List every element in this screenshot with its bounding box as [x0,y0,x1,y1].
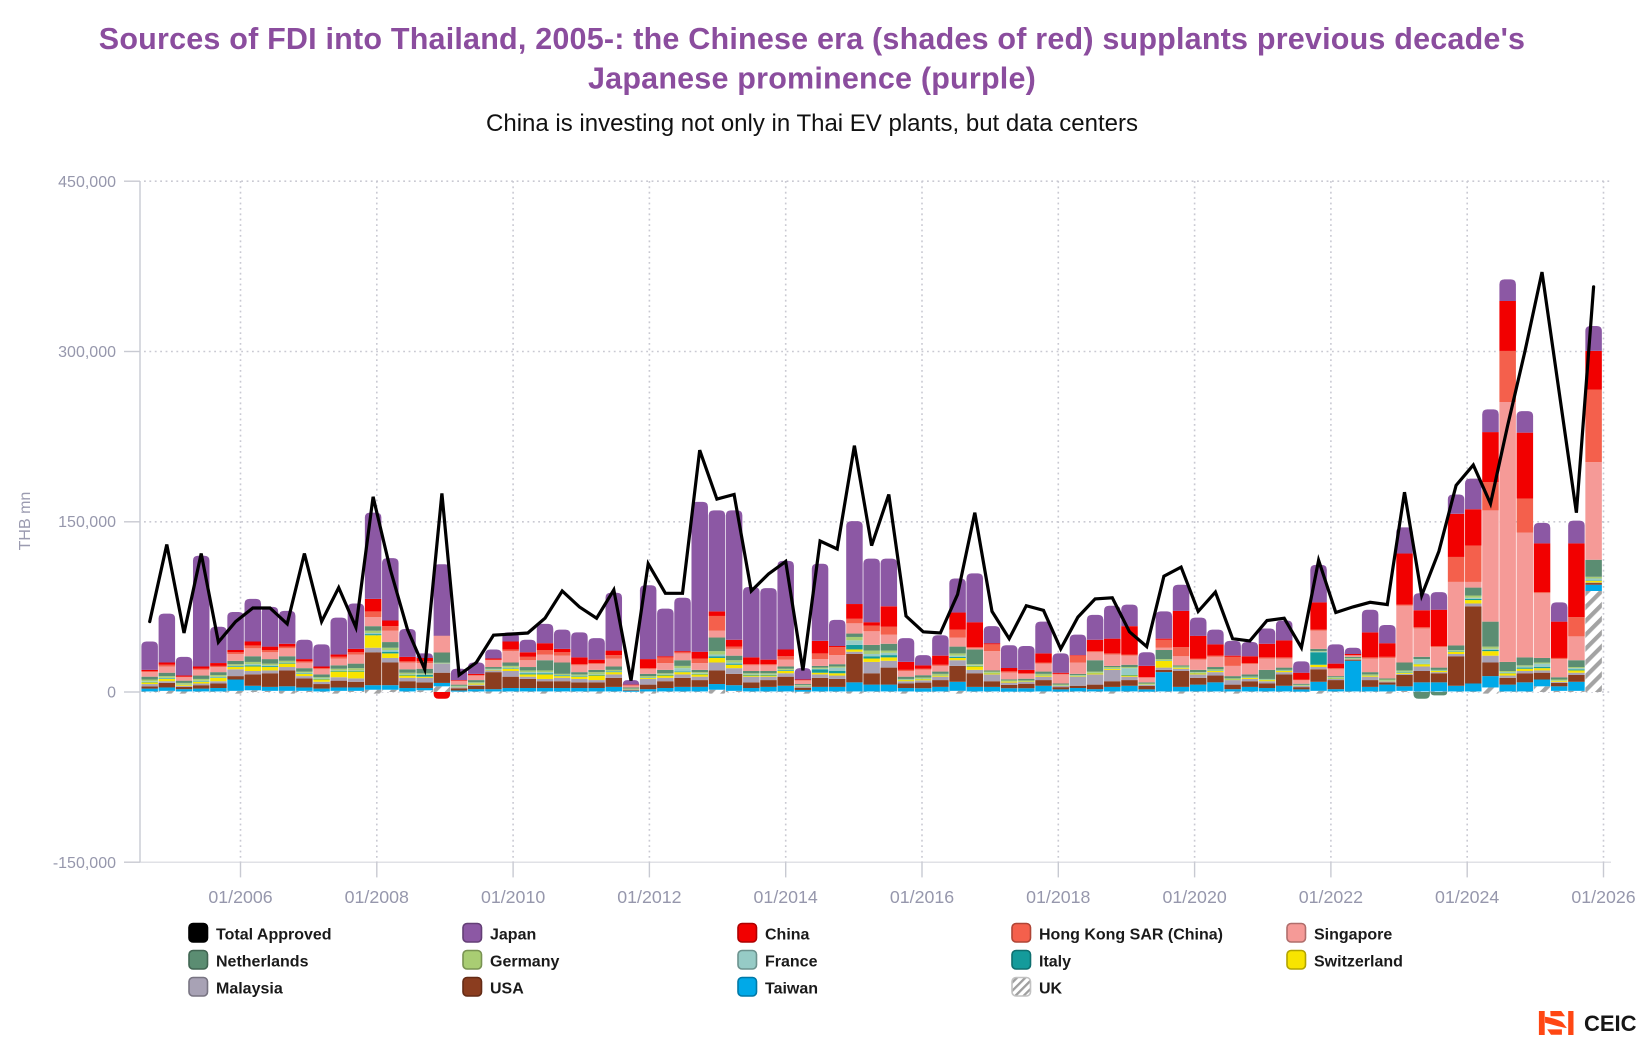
svg-text:Singapore: Singapore [1314,926,1392,943]
svg-text:Total Approved: Total Approved [216,926,332,943]
svg-text:01/2018: 01/2018 [1026,887,1090,907]
svg-text:450,000: 450,000 [58,174,116,191]
svg-text:Italy: Italy [1039,953,1071,970]
svg-text:Switzerland: Switzerland [1314,953,1403,970]
svg-text:01/2006: 01/2006 [208,887,272,907]
svg-text:01/2026: 01/2026 [1571,887,1635,907]
svg-text:300,000: 300,000 [58,344,116,361]
svg-text:-150,000: -150,000 [53,855,116,872]
svg-text:Taiwan: Taiwan [765,980,818,997]
svg-text:Japan: Japan [490,926,536,943]
svg-text:Malaysia: Malaysia [216,980,283,997]
svg-text:01/2020: 01/2020 [1162,887,1226,907]
svg-text:01/2022: 01/2022 [1299,887,1363,907]
svg-text:01/2012: 01/2012 [617,887,681,907]
svg-text:CEIC: CEIC [1584,1011,1637,1036]
svg-text:USA: USA [490,980,524,997]
svg-text:France: France [765,953,818,970]
svg-text:150,000: 150,000 [58,514,116,531]
svg-text:01/2014: 01/2014 [754,887,818,907]
svg-text:0: 0 [107,685,116,702]
svg-text:Germany: Germany [490,953,559,970]
svg-text:THB mn: THB mn [17,492,34,551]
svg-text:China: China [765,926,810,943]
svg-text:Japanese prominence (purple): Japanese prominence (purple) [588,62,1036,96]
svg-text:Hong Kong SAR (China): Hong Kong SAR (China) [1039,926,1223,943]
svg-text:UK: UK [1039,980,1063,997]
svg-text:01/2024: 01/2024 [1435,887,1499,907]
svg-text:01/2008: 01/2008 [345,887,409,907]
svg-text:Sources of FDI into Thailand,: Sources of FDI into Thailand, 2005-: the… [99,22,1525,56]
svg-text:01/2010: 01/2010 [481,887,545,907]
svg-text:01/2016: 01/2016 [890,887,954,907]
svg-text:China is investing not only in: China is investing not only in Thai EV p… [486,110,1138,137]
svg-text:Netherlands: Netherlands [216,953,309,970]
